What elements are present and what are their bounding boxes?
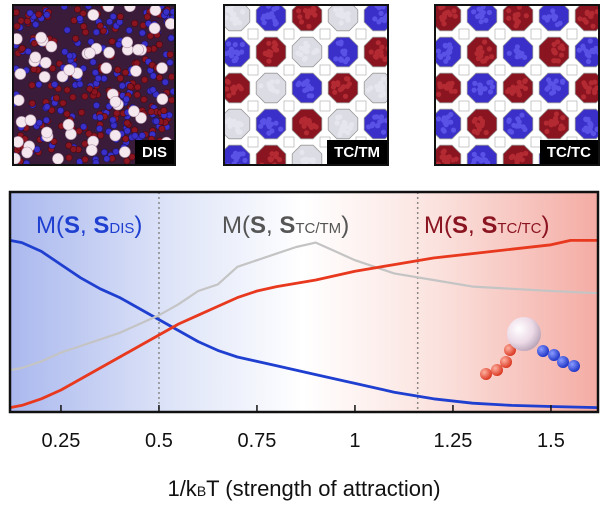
x-tick-label: 0.75 (237, 430, 276, 452)
molecule-illustration (480, 317, 580, 380)
panel-label-tctm: TC/TM (327, 140, 387, 164)
series-line-dis (9, 239, 599, 409)
panel-tctc: TC/TC (434, 4, 600, 166)
legend-tctc: M(S, STC/TC) (424, 212, 550, 239)
x-tick-label: 0.5 (145, 430, 173, 452)
panel-tctm: TC/TM (223, 4, 389, 166)
panel-dis: DIS (12, 4, 176, 166)
legend-dis: M(S, SDIS) (36, 212, 142, 239)
plot-frame (8, 190, 600, 414)
legend-tctm: M(S, STC/TM) (222, 212, 349, 239)
x-tick-label: 1.25 (433, 430, 472, 452)
disordered-structure-image (14, 6, 174, 164)
x-tick-label: 1 (349, 430, 360, 452)
plot-background (10, 192, 598, 412)
tctm-structure-image (225, 6, 387, 164)
x-tick-label: 0.25 (41, 430, 80, 452)
x-tick-label: 1.5 (537, 430, 565, 452)
panel-label-dis: DIS (134, 140, 174, 164)
series-line-tctm (9, 241, 599, 372)
series-line-tctc (9, 238, 598, 409)
x-axis-label: 1/kBT (strength of attraction) (167, 476, 440, 501)
panel-label-tctc: TC/TC (539, 140, 598, 164)
